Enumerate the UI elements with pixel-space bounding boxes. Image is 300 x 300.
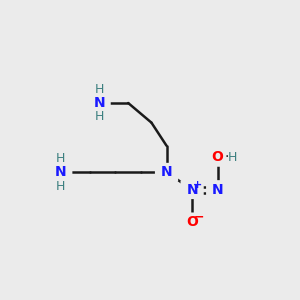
Text: H: H: [56, 180, 65, 193]
Text: O: O: [212, 150, 224, 164]
Text: H: H: [228, 151, 238, 164]
Text: H: H: [56, 152, 65, 165]
Text: N: N: [212, 183, 224, 196]
FancyBboxPatch shape: [155, 163, 178, 182]
FancyBboxPatch shape: [181, 180, 204, 199]
Text: ·: ·: [225, 150, 229, 164]
Text: H: H: [94, 110, 104, 123]
Text: N: N: [161, 165, 172, 179]
Text: O: O: [186, 215, 198, 229]
Text: H: H: [94, 82, 104, 96]
FancyBboxPatch shape: [49, 163, 72, 182]
Text: N: N: [93, 96, 105, 110]
Text: N: N: [186, 183, 198, 196]
FancyBboxPatch shape: [88, 94, 111, 112]
FancyBboxPatch shape: [181, 212, 204, 231]
FancyBboxPatch shape: [206, 180, 229, 199]
Text: −: −: [194, 210, 204, 224]
Text: +: +: [193, 179, 202, 190]
Text: N: N: [55, 165, 67, 179]
FancyBboxPatch shape: [206, 148, 229, 167]
